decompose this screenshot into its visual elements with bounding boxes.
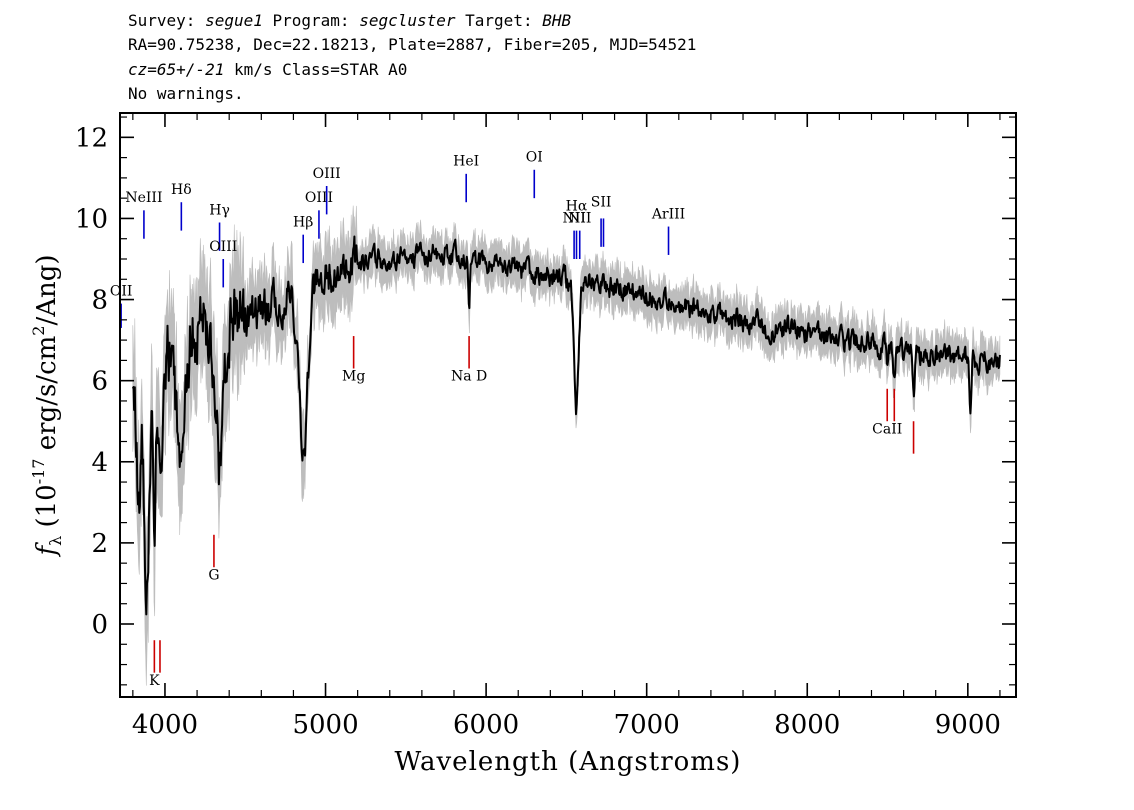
y-tick-label: 12 <box>75 123 108 153</box>
emission-line-label: SII <box>591 194 612 210</box>
survey-label: Survey: <box>128 11 206 30</box>
emission-line-label: Hβ <box>293 215 313 231</box>
header-line-2: RA=90.75238, Dec=22.18213, Plate=2887, F… <box>128 35 697 54</box>
y-tick-label: 2 <box>91 529 108 559</box>
program-value: segcluster <box>359 11 456 30</box>
y-tick-label: 0 <box>91 610 108 640</box>
absorption-line-label: K <box>149 673 160 689</box>
header-line-4: No warnings. <box>128 84 244 103</box>
emission-line-label: Hγ <box>209 202 230 218</box>
x-tick-label: 8000 <box>774 710 840 740</box>
emission-line-label: ArIII <box>651 206 685 222</box>
emission-line-label: OIII <box>209 239 237 255</box>
emission-line-label: OIII <box>305 190 333 206</box>
emission-line-label: HeI <box>453 154 479 170</box>
absorption-line-label: Mg <box>342 369 365 385</box>
y-tick-label: 8 <box>91 286 108 316</box>
x-axis-label: Wavelength (Angstroms) <box>395 747 742 777</box>
x-tick-label: 7000 <box>614 710 680 740</box>
flux-series-line <box>131 235 1001 616</box>
emission-line-label: OII <box>110 284 133 300</box>
emission-line-label: OIII <box>313 166 341 182</box>
emission-line-label: OI <box>526 150 543 166</box>
y-tick-label: 6 <box>91 367 108 397</box>
y-axis-label: fλ (10-17 erg/s/cm2/Ang) <box>29 254 65 557</box>
error-band <box>132 205 1001 686</box>
y-tick-label: 10 <box>75 204 108 234</box>
absorption-line-label: Na D <box>451 369 487 385</box>
target-label: Target: <box>455 11 543 30</box>
header-line-1: Survey: segue1 Program: segcluster Targe… <box>128 12 571 30</box>
plot-frame <box>119 112 1017 698</box>
target-value: BHB <box>542 11 572 30</box>
emission-line-label: Hα <box>566 198 588 214</box>
x-tick-label: 9000 <box>935 710 1001 740</box>
program-label: Program: <box>262 11 360 30</box>
x-tick-label: 5000 <box>292 710 358 740</box>
y-tick-label: 4 <box>91 448 108 478</box>
header-line-3: cz=65+/-21 km/s Class=STAR A0 <box>128 61 407 79</box>
class-text: km/s Class=STAR A0 <box>224 60 408 79</box>
x-tick-label: 6000 <box>453 710 519 740</box>
survey-value: segue1 <box>205 11 263 30</box>
absorption-line-label: CaII <box>872 421 902 437</box>
x-tick-label: 4000 <box>132 710 198 740</box>
emission-line-label: NeIII <box>125 190 162 206</box>
absorption-line-label: G <box>208 567 219 583</box>
emission-line-label: Hδ <box>171 182 192 198</box>
emission-line-label: NII <box>562 211 585 227</box>
redshift-value: cz=65+/-21 <box>128 60 225 79</box>
emission-line-label: NII <box>568 211 591 227</box>
